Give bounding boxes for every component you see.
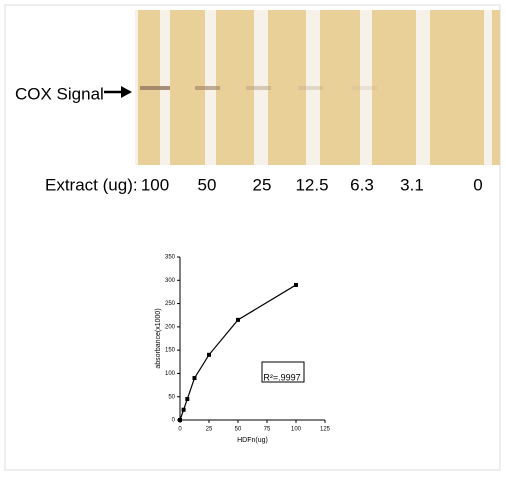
y-tick-label: 100 <box>165 371 176 377</box>
y-tick-label: 250 <box>165 301 176 307</box>
annotation-box <box>261 361 305 383</box>
y-tick-label: 200 <box>165 324 176 330</box>
x-tick-label: 125 <box>320 427 331 433</box>
y-tick-label: 350 <box>165 255 176 261</box>
data-point <box>236 317 240 322</box>
y-tick-label: 300 <box>165 278 176 284</box>
y-tick-label: 150 <box>165 348 176 354</box>
x-tick-label: 0 <box>178 427 182 433</box>
x-axis-label: HDFn(ug) <box>237 437 268 444</box>
arrow <box>104 86 132 98</box>
amount: 25 <box>253 175 272 194</box>
data-point <box>294 282 298 287</box>
fit-line <box>179 284 297 421</box>
y-tick-label: 50 <box>168 394 175 400</box>
y-axis-label: absorbance(x1000) <box>155 308 162 368</box>
amount: 100 <box>141 175 169 194</box>
amount: 6.3 <box>350 175 374 194</box>
amount-label: Extract (ug): <box>45 175 138 194</box>
amount: 0 <box>473 175 482 194</box>
frame <box>4 4 501 471</box>
data-point <box>178 418 182 422</box>
strip-image <box>135 10 500 165</box>
x-tick-label: 50 <box>235 427 242 433</box>
x-tick-label: 25 <box>206 427 213 433</box>
amount: 50 <box>198 175 217 194</box>
signal-label: COX Signal <box>15 84 104 103</box>
data-point <box>181 407 186 412</box>
x-tick-label: 75 <box>264 427 271 433</box>
data-point <box>207 352 211 357</box>
data-point <box>192 376 197 381</box>
amount: 12.5 <box>295 175 328 194</box>
x-tick-label: 100 <box>291 427 302 433</box>
y-tick-label: 0 <box>172 418 176 424</box>
annotation: R²=.9997 <box>263 372 300 382</box>
data-point <box>185 397 190 402</box>
amount: 3.1 <box>400 175 424 194</box>
